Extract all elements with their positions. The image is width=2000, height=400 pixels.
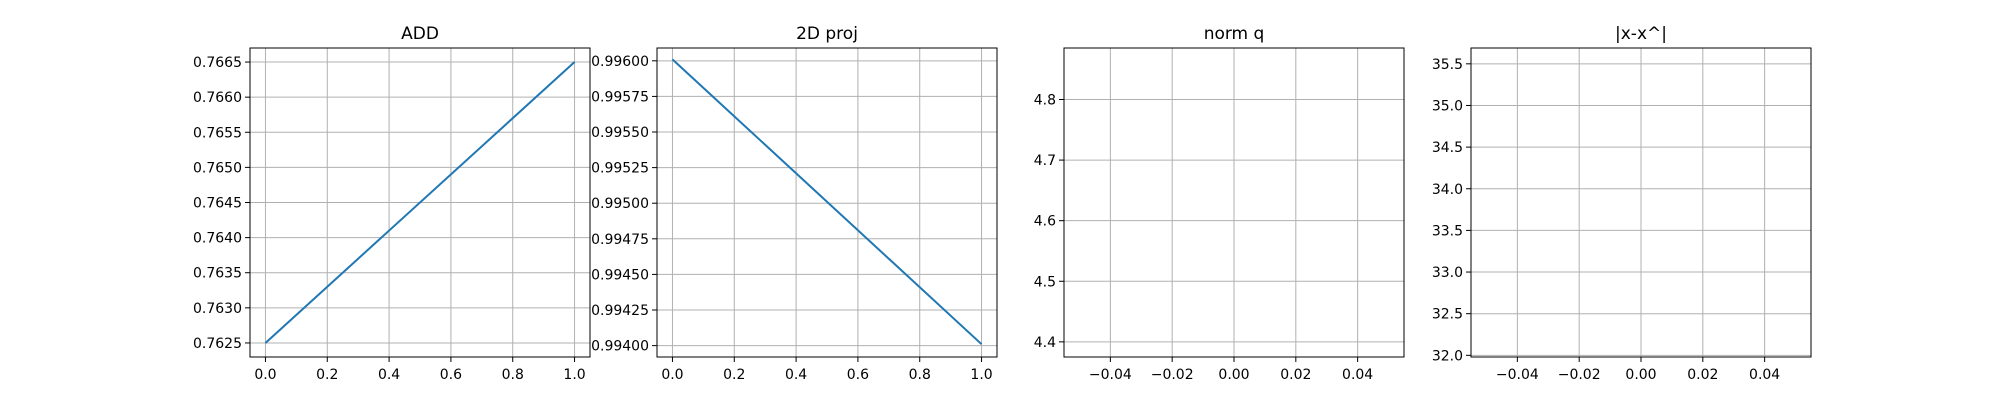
subplot-4: −0.04 −0.02 0.00 0.02 0.04 32.0 32.5 33.0 33.5 34… [1432, 24, 1812, 383]
x-tick-label: −0.02 [1558, 367, 1601, 383]
y-tick-label: 0.99500 [591, 196, 649, 212]
x-tick-label: 0.04 [1342, 367, 1373, 383]
x-tick-label: 1.0 [970, 367, 992, 383]
y-tick-label: 4.4 [1034, 335, 1056, 351]
y-tick-label: 0.99550 [591, 125, 649, 141]
y-tick-label: 0.7655 [193, 125, 242, 141]
subplots: 0.0 0.2 0.4 0.6 0.8 1.0 0.7625 0.7630 0.7635 0.76… [193, 24, 1812, 383]
series-line-1 [671, 58, 983, 345]
axes-frame [656, 47, 998, 358]
y-tick-label: 34.0 [1432, 182, 1463, 198]
x-tick-label: 0.2 [723, 367, 745, 383]
subplot-title: norm q [1204, 24, 1265, 44]
x-tick-label: 0.0 [661, 367, 683, 383]
y-tick-label: 4.8 [1034, 93, 1056, 109]
x-tick-label: 0.00 [1218, 367, 1249, 383]
x-tick-label: −0.04 [1496, 367, 1539, 383]
y-tick-label: 0.7645 [193, 196, 242, 212]
y-tick-label: 4.7 [1034, 153, 1056, 169]
y-tick-label: 0.7635 [193, 266, 242, 282]
y-tick-label: 0.99425 [591, 303, 649, 319]
x-tick-label: 0.8 [909, 367, 931, 383]
x-tick-label: 0.6 [847, 367, 869, 383]
y-tick-label: 4.5 [1034, 274, 1056, 290]
y-tick-label: 0.7650 [193, 160, 242, 176]
series-line-1 [264, 61, 576, 344]
y-tick-label: 32.0 [1432, 348, 1463, 364]
subplot-title: |x-x^| [1615, 24, 1667, 44]
y-tick-label: 0.7640 [193, 231, 242, 247]
y-tick-label: 0.99475 [591, 232, 649, 248]
y-tick-label: 4.6 [1034, 214, 1056, 230]
y-tick-label: 33.5 [1432, 223, 1463, 239]
y-tick-label: 0.7625 [193, 336, 242, 352]
y-tick-label: 0.99600 [591, 54, 649, 70]
y-tick-label: 0.7660 [193, 90, 242, 106]
y-tick-label: 0.99400 [591, 339, 649, 355]
y-tick-label: 35.5 [1432, 57, 1463, 73]
y-tick-label: 0.99450 [591, 267, 649, 283]
subplot-3: −0.04 −0.02 0.00 0.02 0.04 4.4 4.5 4.6 4.7 4.8 nor… [1034, 24, 1405, 383]
x-tick-label: −0.04 [1089, 367, 1132, 383]
x-tick-label: −0.02 [1151, 367, 1194, 383]
subplot-title: ADD [401, 24, 439, 44]
x-tick-label: 0.2 [316, 367, 338, 383]
x-tick-label: 1.0 [563, 367, 585, 383]
x-tick-label: 0.0 [254, 367, 276, 383]
x-tick-label: 0.02 [1280, 367, 1311, 383]
y-tick-label: 34.5 [1432, 140, 1463, 156]
x-tick-label: 0.04 [1749, 367, 1780, 383]
subplot-1: 0.0 0.2 0.4 0.6 0.8 1.0 0.7625 0.7630 0.7635 0.76… [193, 24, 591, 383]
y-tick-label: 0.99575 [591, 89, 649, 105]
y-tick-label: 33.0 [1432, 265, 1463, 281]
x-tick-label: 0.02 [1687, 367, 1718, 383]
subplot-title: 2D proj [796, 24, 858, 44]
y-tick-label: 35.0 [1432, 98, 1463, 114]
subplot-2: 0.0 0.2 0.4 0.6 0.8 1.0 0.99400 0.99425 0.99450 0… [591, 24, 998, 383]
x-tick-label: 0.8 [502, 367, 524, 383]
y-tick-label: 0.99525 [591, 161, 649, 177]
x-tick-label: 0.4 [378, 367, 400, 383]
y-tick-label: 32.5 [1432, 307, 1463, 323]
x-tick-label: 0.00 [1625, 367, 1656, 383]
y-tick-label: 0.7665 [193, 55, 242, 71]
y-tick-label: 0.7630 [193, 301, 242, 317]
x-tick-label: 0.4 [785, 367, 807, 383]
x-tick-label: 0.6 [440, 367, 462, 383]
